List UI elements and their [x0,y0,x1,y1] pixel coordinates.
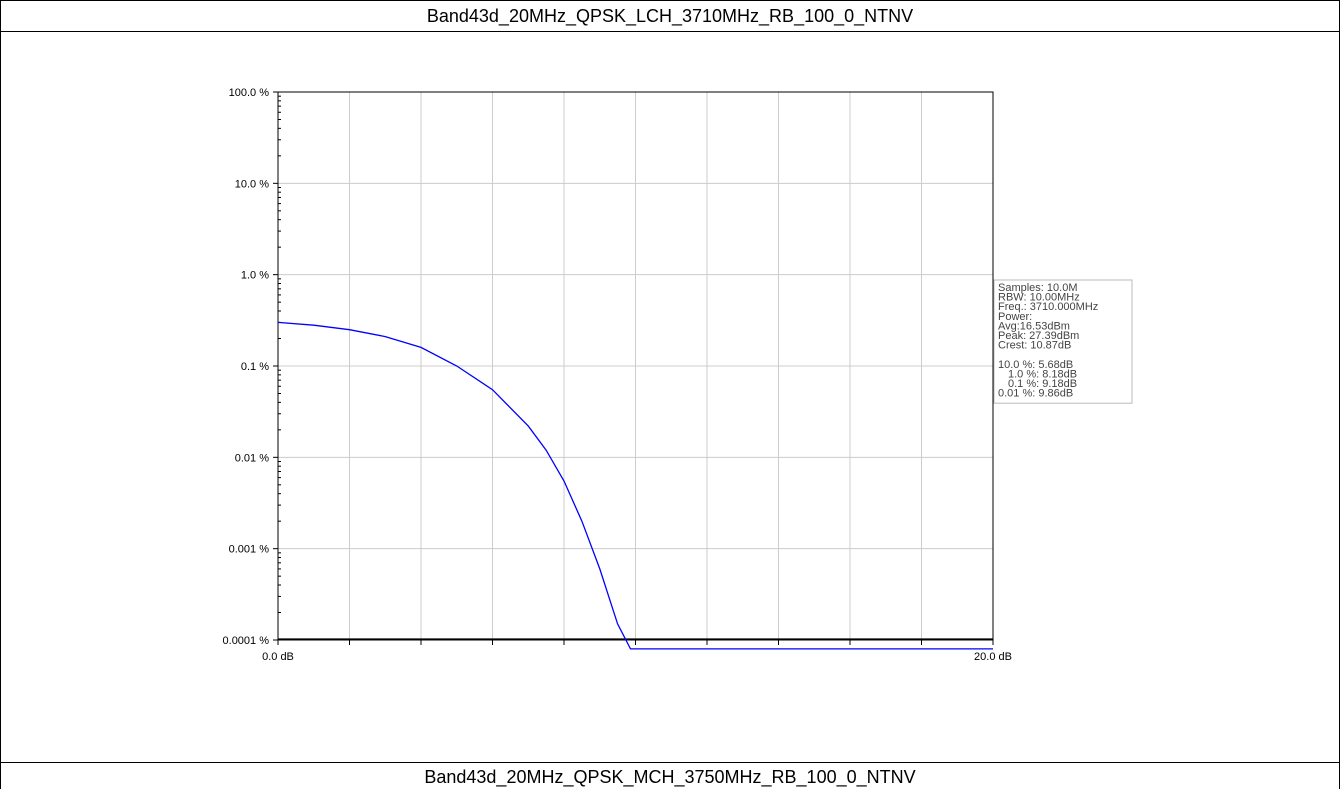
info-line: Samples: 10.0M [998,282,1077,294]
info-line: 10.0 %: 5.68dB [998,359,1073,371]
x-tick-label: 0.0 dB [262,651,294,663]
y-tick-label: 100.0 % [229,87,270,99]
y-tick-label: 0.01 % [235,452,269,464]
axes [273,91,994,645]
info-box-border [993,279,1133,404]
grid-lines [278,91,993,641]
y-tick-label: 1.0 % [241,270,269,282]
frame-bottom-divider [0,762,1340,763]
series-line [277,321,993,650]
info-line: 1.0 %: 8.18dB [1008,368,1077,380]
frame-top-border [0,0,1340,1]
frame-title-divider [0,31,1340,32]
info-line: Freq.: 3710.000MHz [998,301,1098,313]
plot-frame [277,91,994,641]
frame-left-border [0,0,1,789]
bottom-caption: Band43d_20MHz_QPSK_MCH_3750MHz_RB_100_0_… [424,767,916,787]
info-line: 0.1 %: 9.18dB [1008,378,1077,390]
info-line: Crest: 10.87dB [998,340,1071,352]
y-tick-label: 0.0001 % [223,635,270,647]
tick-labels: 100.0 % 10.0 % 1.0 % 0.1 % 0.01 % 0.001 % 0.00… [223,87,1012,663]
top-caption: Band43d_20MHz_QPSK_LCH_3710MHz_RB_100_0_… [426,6,914,26]
info-line: Peak: 27.39dBm [998,330,1079,342]
info-line: RBW: 10.00MHz [998,292,1080,304]
series-layer [277,321,993,650]
x-tick-label: 20.0 dB [974,651,1012,663]
y-tick-label: 0.1 % [241,361,269,373]
y-tick-label: 0.001 % [229,544,270,556]
info-line: Avg:16.53dBm [998,320,1070,332]
info-line: Power: [998,311,1032,323]
y-tick-label: 10.0 % [235,178,269,190]
info-line: 0.01 %: 9.86dB [998,388,1073,400]
